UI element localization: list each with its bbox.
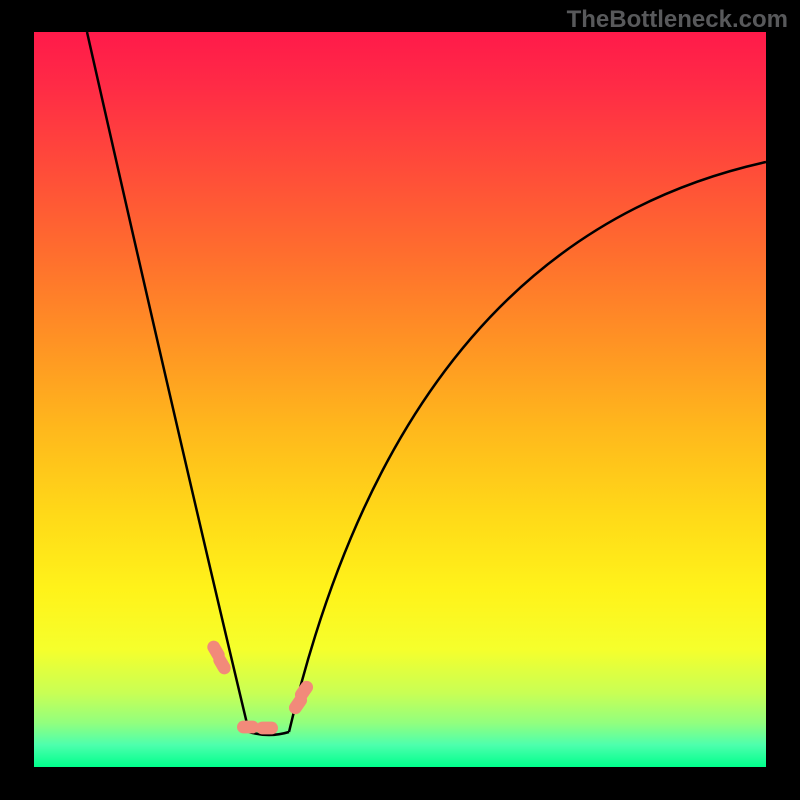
curves-layer xyxy=(34,32,766,767)
plot-area xyxy=(34,32,766,767)
chart-canvas: TheBottleneck.com xyxy=(0,0,800,800)
watermark-text: TheBottleneck.com xyxy=(567,6,788,34)
